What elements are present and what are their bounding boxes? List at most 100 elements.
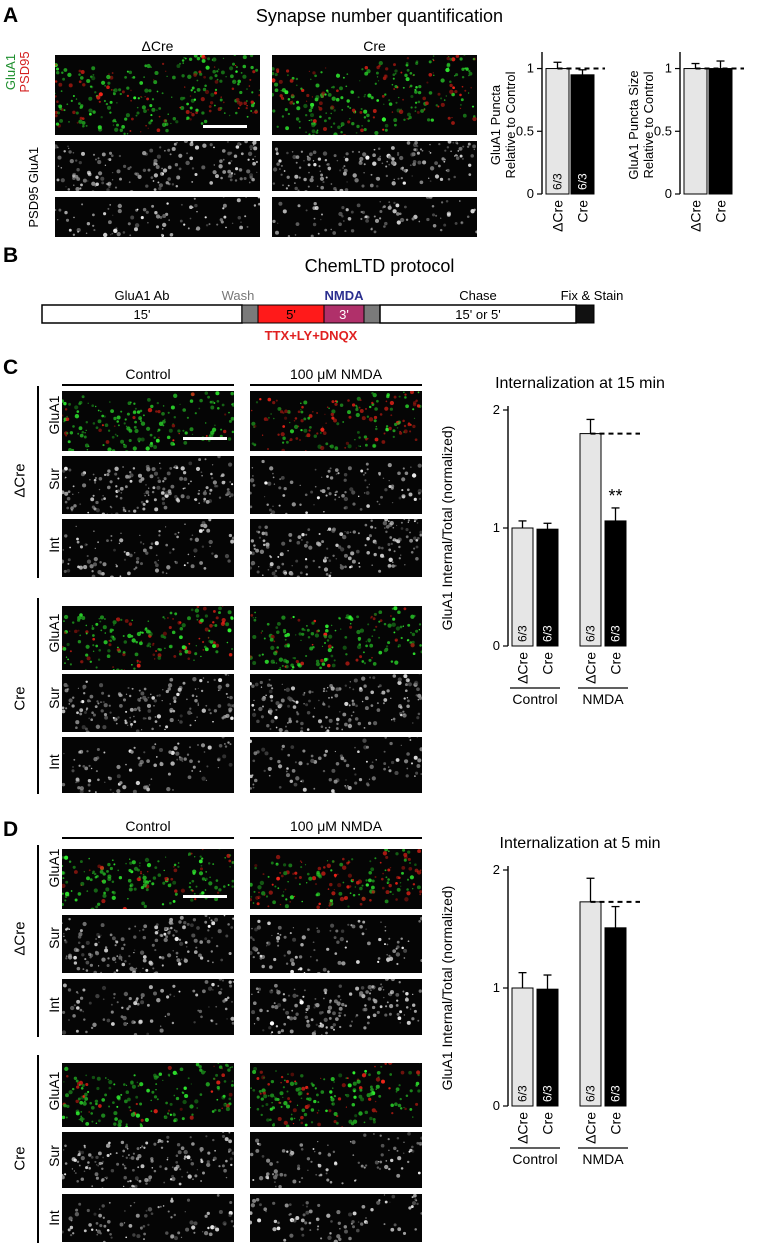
punctum (394, 422, 398, 427)
n-label: 6/3 (541, 625, 555, 642)
punctum (160, 988, 165, 993)
punctum (451, 116, 453, 119)
punctum (100, 709, 104, 713)
punctum (405, 77, 410, 82)
punctum (172, 75, 176, 80)
micrograph-texture (250, 849, 422, 909)
punctum (129, 401, 132, 404)
punctum (334, 493, 337, 497)
punctum (419, 530, 422, 535)
y-tick-label: 0.5 (654, 123, 672, 138)
punctum (360, 128, 364, 133)
punctum (150, 404, 154, 409)
punctum (113, 1122, 117, 1126)
punctum (202, 606, 207, 611)
punctum (269, 712, 273, 716)
punctum (289, 421, 291, 424)
punctum (365, 462, 369, 466)
punctum (250, 65, 254, 70)
punctum (96, 747, 100, 752)
punctum (403, 391, 405, 394)
punctum (121, 1006, 124, 1010)
punctum (177, 429, 181, 433)
punctum (397, 471, 401, 476)
punctum (274, 147, 279, 151)
punctum (157, 479, 162, 484)
y-tick-label: 0 (665, 186, 672, 201)
punctum (259, 956, 263, 960)
punctum (131, 619, 133, 622)
punctum (125, 425, 128, 427)
punctum (211, 464, 214, 466)
punctum (378, 64, 381, 68)
punctum (328, 492, 332, 496)
punctum (374, 876, 377, 878)
punctum (123, 669, 126, 670)
punctum (209, 76, 213, 80)
punctum (207, 681, 209, 683)
punctum (154, 971, 159, 973)
punctum (189, 537, 193, 541)
punctum (366, 745, 369, 749)
punctum (94, 950, 98, 954)
punctum (106, 473, 110, 477)
punctum (130, 100, 132, 102)
punctum (365, 218, 370, 223)
punctum (385, 530, 388, 534)
segment-label-wash: Wash (222, 288, 255, 303)
punctum (383, 622, 387, 626)
punctum (114, 472, 118, 476)
punctum (361, 660, 365, 663)
punctum (64, 491, 69, 496)
punctum (193, 1231, 196, 1234)
punctum (277, 1030, 281, 1035)
punctum (314, 468, 317, 471)
punctum (79, 708, 84, 712)
punctum (100, 629, 103, 632)
punctum (111, 232, 114, 235)
punctum (116, 668, 120, 670)
punctum (89, 479, 91, 481)
punctum (103, 232, 108, 237)
punctum (412, 1003, 416, 1007)
punctum (288, 532, 293, 537)
punctum (384, 93, 387, 96)
punctum (208, 881, 213, 886)
punctum (351, 122, 355, 126)
punctum (392, 527, 395, 529)
punctum (160, 491, 165, 495)
punctum (312, 119, 317, 124)
punctum (219, 159, 223, 163)
punctum (358, 406, 361, 409)
punctum (138, 1179, 142, 1183)
punctum (325, 1031, 328, 1035)
punctum (252, 617, 254, 619)
punctum (258, 654, 261, 657)
punctum (151, 643, 155, 646)
panel-d-cre-nmda-sur-image (250, 1132, 422, 1188)
punctum (234, 179, 238, 182)
punctum (280, 874, 284, 878)
punctum (261, 1104, 264, 1108)
punctum (313, 1099, 317, 1104)
punctum (375, 1110, 378, 1113)
punctum (250, 1087, 252, 1089)
punctum (148, 880, 151, 883)
punctum (144, 88, 149, 93)
punctum (290, 1117, 294, 1121)
punctum (403, 759, 409, 764)
punctum (176, 1087, 179, 1090)
punctum (303, 1112, 308, 1117)
punctum (301, 533, 305, 537)
punctum (172, 899, 176, 903)
punctum (394, 84, 398, 89)
punctum (299, 503, 302, 507)
punctum (374, 407, 378, 411)
punctum (124, 485, 128, 489)
punctum (83, 565, 88, 570)
punctum (204, 84, 207, 88)
punctum (62, 1230, 64, 1234)
punctum (64, 1144, 67, 1148)
punctum (99, 683, 104, 688)
punctum (178, 1182, 182, 1186)
